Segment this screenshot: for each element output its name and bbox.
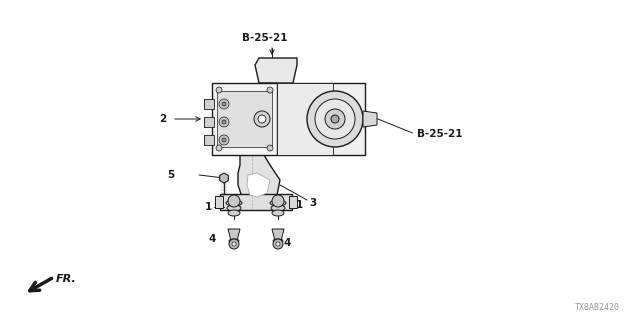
Bar bbox=[220, 194, 292, 210]
Polygon shape bbox=[238, 155, 280, 203]
Circle shape bbox=[219, 117, 229, 127]
Text: 1: 1 bbox=[205, 202, 212, 212]
Circle shape bbox=[273, 197, 283, 207]
Bar bbox=[212, 83, 277, 155]
Circle shape bbox=[216, 87, 222, 93]
Circle shape bbox=[254, 111, 270, 127]
Ellipse shape bbox=[272, 210, 284, 216]
Bar bbox=[204, 99, 214, 109]
Circle shape bbox=[331, 115, 339, 123]
Ellipse shape bbox=[273, 239, 283, 243]
Polygon shape bbox=[255, 58, 297, 83]
Ellipse shape bbox=[271, 205, 285, 211]
Circle shape bbox=[229, 239, 239, 249]
Text: FR.: FR. bbox=[56, 274, 77, 284]
Polygon shape bbox=[247, 173, 270, 197]
Polygon shape bbox=[363, 111, 377, 127]
Text: B-25-21: B-25-21 bbox=[417, 129, 463, 139]
Circle shape bbox=[258, 115, 266, 123]
Text: TX8AB2420: TX8AB2420 bbox=[575, 303, 620, 312]
Ellipse shape bbox=[228, 210, 240, 216]
Circle shape bbox=[219, 135, 229, 145]
Text: 4: 4 bbox=[209, 234, 216, 244]
Circle shape bbox=[307, 91, 363, 147]
Circle shape bbox=[232, 242, 236, 246]
Circle shape bbox=[272, 195, 284, 207]
Polygon shape bbox=[220, 173, 228, 183]
Ellipse shape bbox=[226, 200, 242, 206]
Circle shape bbox=[325, 109, 345, 129]
Bar bbox=[217, 91, 272, 147]
Bar bbox=[215, 196, 223, 208]
Text: 4: 4 bbox=[283, 238, 291, 248]
Ellipse shape bbox=[270, 200, 286, 206]
Text: 5: 5 bbox=[167, 170, 174, 180]
Circle shape bbox=[267, 87, 273, 93]
Circle shape bbox=[222, 120, 226, 124]
Bar bbox=[277, 83, 365, 155]
Circle shape bbox=[267, 145, 273, 151]
Bar bbox=[277, 83, 333, 155]
Polygon shape bbox=[228, 229, 240, 241]
Text: 3: 3 bbox=[309, 198, 316, 208]
Bar bbox=[204, 135, 214, 145]
Circle shape bbox=[216, 145, 222, 151]
Circle shape bbox=[219, 99, 229, 109]
Circle shape bbox=[222, 102, 226, 106]
Text: B-25-21: B-25-21 bbox=[242, 33, 287, 43]
Circle shape bbox=[315, 99, 355, 139]
Circle shape bbox=[222, 138, 226, 142]
Text: 1: 1 bbox=[296, 200, 303, 210]
Circle shape bbox=[229, 197, 239, 207]
Text: 2: 2 bbox=[159, 114, 166, 124]
Ellipse shape bbox=[229, 239, 239, 243]
Ellipse shape bbox=[227, 205, 241, 211]
Bar bbox=[204, 117, 214, 127]
Polygon shape bbox=[272, 229, 284, 241]
Circle shape bbox=[228, 195, 240, 207]
Bar bbox=[289, 196, 297, 208]
Circle shape bbox=[273, 239, 283, 249]
Circle shape bbox=[276, 242, 280, 246]
